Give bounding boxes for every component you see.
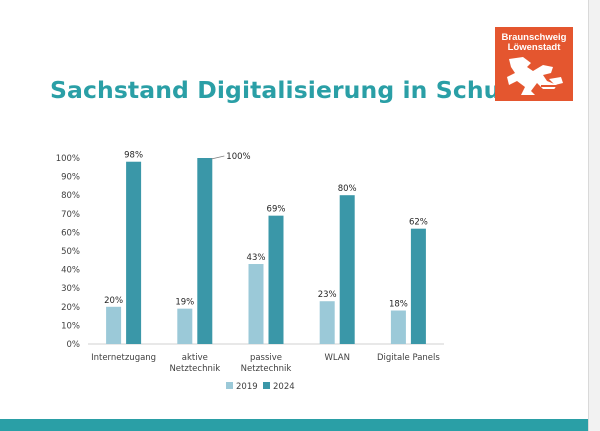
x-tick-label: Netztechnik (241, 364, 292, 374)
data-label: 20% (104, 296, 123, 306)
data-label: 23% (318, 290, 337, 300)
bar-2019 (106, 306, 122, 344)
data-label: 100% (226, 152, 250, 162)
y-tick-label: 50% (61, 247, 80, 257)
y-tick-label: 30% (61, 284, 80, 294)
logo-line-2: Löwenstadt (507, 42, 561, 53)
data-label: 98% (124, 151, 143, 161)
data-label: 69% (267, 205, 286, 215)
legend-swatch-2024 (263, 382, 270, 389)
legend-label: 2024 (273, 382, 295, 392)
bar-2024 (197, 158, 213, 344)
lion-icon (507, 57, 563, 95)
y-tick-label: 90% (61, 173, 80, 183)
bar-2024 (126, 161, 142, 344)
data-label: 43% (247, 253, 266, 263)
legend-swatch-2019 (226, 382, 233, 389)
data-label: 19% (175, 298, 194, 308)
bar-2019 (248, 264, 264, 344)
x-tick-label: passive (250, 353, 282, 363)
braunschweig-logo: Braunschweig Löwenstadt (495, 27, 573, 101)
x-tick-label: Netztechnik (169, 364, 220, 374)
data-label: 18% (389, 300, 408, 310)
side-strip (589, 0, 600, 431)
y-tick-label: 40% (61, 266, 80, 276)
y-tick-label: 0% (67, 340, 81, 350)
bar-2024 (410, 228, 426, 344)
data-label: 80% (338, 184, 357, 194)
y-tick-label: 70% (61, 210, 80, 220)
bar-2019 (319, 301, 335, 344)
data-label-leader (211, 155, 225, 160)
y-tick-label: 100% (56, 154, 80, 164)
bar-2024 (339, 195, 355, 344)
y-tick-label: 80% (61, 191, 80, 201)
logo-line-1: Braunschweig (501, 32, 567, 43)
x-tick-label: aktive (182, 353, 208, 363)
x-tick-label: WLAN (324, 353, 350, 363)
footer-band (0, 419, 588, 431)
bar-2024 (268, 215, 284, 344)
bar-2019 (177, 308, 193, 344)
legend-label: 2019 (236, 382, 258, 392)
bar-2019 (390, 310, 406, 344)
y-tick-label: 20% (61, 303, 80, 313)
data-label: 62% (409, 218, 428, 228)
y-tick-label: 60% (61, 228, 80, 238)
slide-title: Sachstand Digitalisierung in Schulen (50, 76, 542, 104)
x-tick-label: Internetzugang (91, 353, 156, 363)
x-tick-label: Digitale Panels (377, 353, 440, 363)
y-tick-label: 10% (61, 321, 80, 331)
